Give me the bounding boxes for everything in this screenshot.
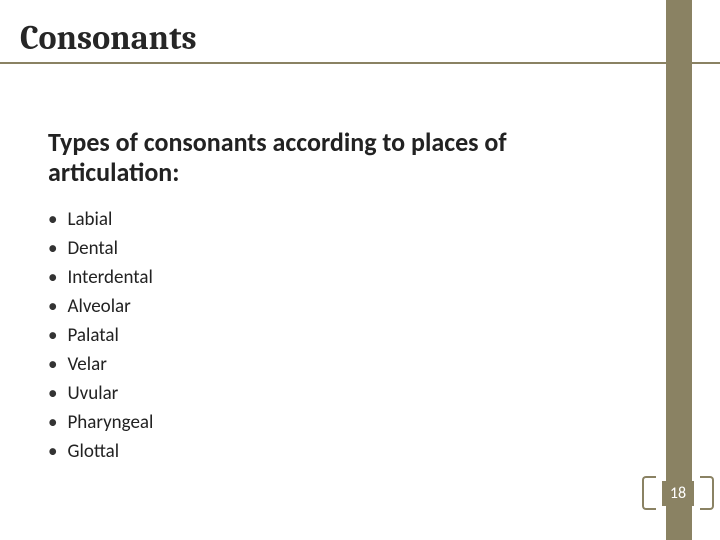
list-item-label: Glottal (67, 440, 119, 463)
list-item: Palatal (48, 324, 153, 347)
bullet-list: Labial Dental Interdental Alveolar Palat… (48, 208, 153, 469)
bracket-left-icon (642, 476, 656, 510)
list-item-label: Dental (67, 237, 118, 260)
list-item: Interdental (48, 266, 153, 289)
list-item-label: Uvular (67, 382, 118, 405)
page-number-badge: 18 (642, 476, 714, 510)
list-item-label: Labial (67, 208, 112, 231)
slide: Consonants Types of consonants according… (0, 0, 720, 540)
list-item-label: Alveolar (67, 295, 130, 318)
list-item: Labial (48, 208, 153, 231)
list-item-label: Pharyngeal (67, 411, 153, 434)
page-number: 18 (662, 481, 694, 506)
slide-title: Consonants (20, 18, 700, 58)
side-accent-bar (666, 0, 692, 540)
list-item-label: Velar (67, 353, 106, 376)
list-item: Alveolar (48, 295, 153, 318)
slide-subtitle: Types of consonants according to places … (48, 128, 600, 188)
list-item: Pharyngeal (48, 411, 153, 434)
list-item: Dental (48, 237, 153, 260)
bracket-right-icon (700, 476, 714, 510)
title-band: Consonants (0, 10, 720, 64)
list-item-label: Palatal (67, 324, 118, 347)
list-item-label: Interdental (67, 266, 152, 289)
list-item: Uvular (48, 382, 153, 405)
list-item: Glottal (48, 440, 153, 463)
list-item: Velar (48, 353, 153, 376)
